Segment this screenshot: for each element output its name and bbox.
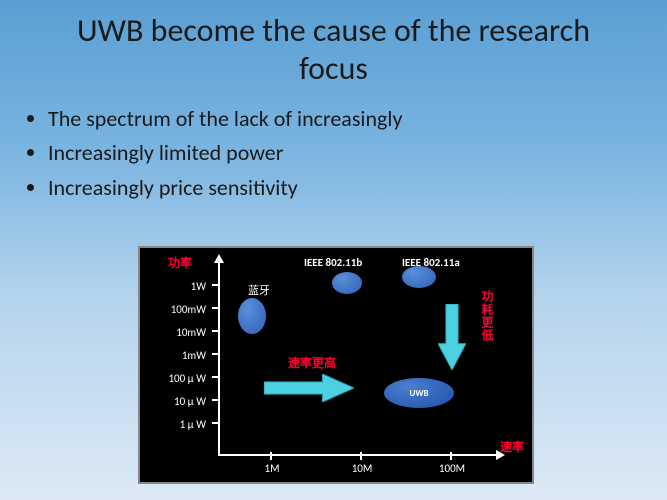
data-point-ellipse bbox=[332, 272, 362, 294]
bullet-list: The spectrum of the lack of increasingly… bbox=[0, 97, 667, 203]
data-point-ellipse bbox=[402, 266, 436, 288]
y-tick bbox=[212, 284, 220, 286]
y-tick-label: 10 µ W bbox=[146, 395, 206, 408]
y-tick-label: 100mW bbox=[146, 303, 206, 316]
power-lower-label: 功耗更低 bbox=[478, 290, 495, 342]
y-axis-arrow-icon bbox=[214, 254, 224, 263]
y-axis-label: 功率 bbox=[168, 254, 192, 271]
y-tick bbox=[212, 376, 220, 378]
y-tick-label: 1mW bbox=[146, 349, 206, 362]
x-tick bbox=[270, 452, 272, 460]
ieee-b-label: IEEE 802.11b bbox=[304, 256, 362, 269]
x-tick-label: 1M bbox=[252, 462, 292, 475]
x-tick bbox=[450, 452, 452, 460]
bullet-item: Increasingly price sensitivity bbox=[48, 174, 637, 203]
power-rate-chart: 1W 100mW 10mW 1mW 100 µ W 10 µ W 1 µ W 1M 10M 100… bbox=[138, 246, 534, 484]
y-axis bbox=[218, 260, 220, 456]
power-arrow-icon bbox=[438, 304, 466, 370]
y-tick bbox=[212, 422, 220, 424]
rate-arrow-icon bbox=[264, 374, 354, 402]
x-axis-label: 速率 bbox=[500, 438, 524, 455]
x-axis bbox=[218, 454, 498, 456]
bullet-item: The spectrum of the lack of increasingly bbox=[48, 105, 637, 134]
y-tick bbox=[212, 307, 220, 309]
x-tick bbox=[360, 452, 362, 460]
bullet-item: Increasingly limited power bbox=[48, 139, 637, 168]
data-point-ellipse bbox=[238, 298, 266, 334]
x-tick-label: 100M bbox=[432, 462, 472, 475]
uwb-ellipse: UWB bbox=[384, 378, 454, 408]
y-tick-label: 1 µ W bbox=[146, 418, 206, 431]
bluetooth-label: 蓝牙 bbox=[248, 282, 270, 298]
rate-higher-label: 速率更高 bbox=[288, 354, 336, 371]
x-tick-label: 10M bbox=[342, 462, 382, 475]
page-title: UWB become the cause of the research foc… bbox=[0, 0, 667, 97]
y-tick bbox=[212, 399, 220, 401]
y-tick bbox=[212, 330, 220, 332]
y-tick bbox=[212, 353, 220, 355]
y-tick-label: 10mW bbox=[146, 326, 206, 339]
y-tick-label: 100 µ W bbox=[146, 372, 206, 385]
y-tick-label: 1W bbox=[146, 280, 206, 293]
